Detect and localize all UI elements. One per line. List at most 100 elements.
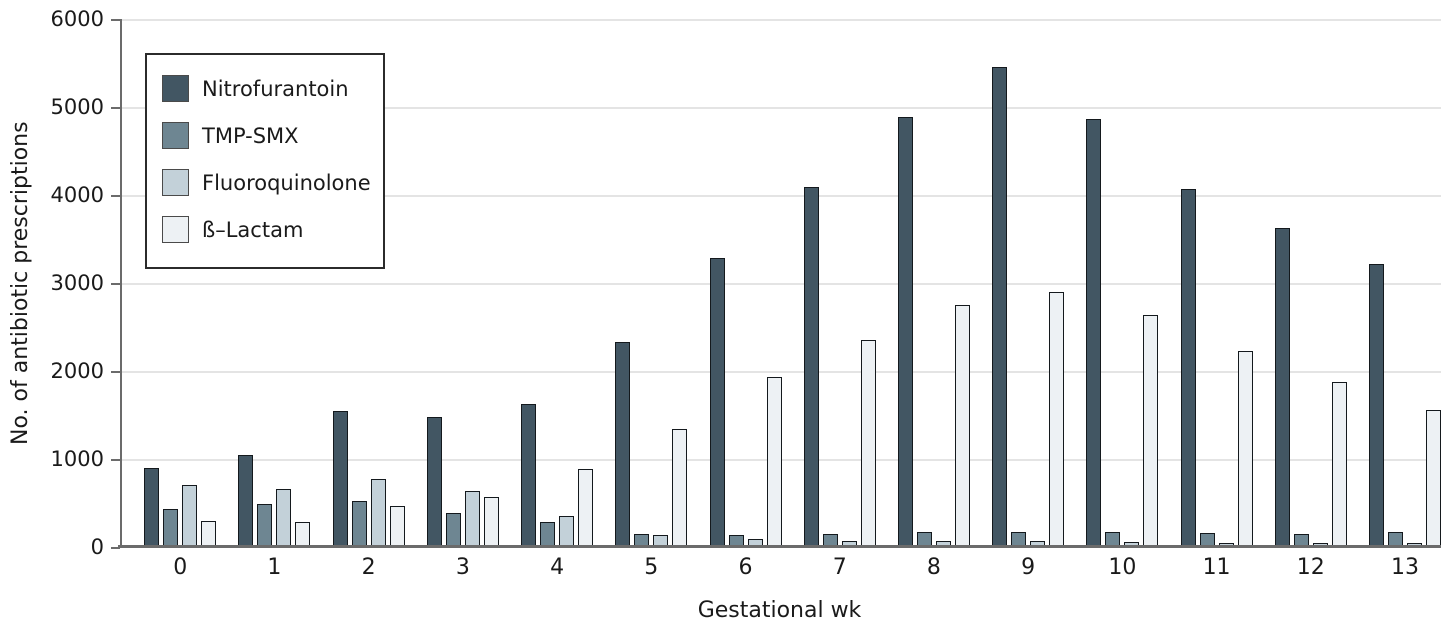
bar-tmp-smx-wk2: [351, 501, 367, 547]
bar-lactam-wk5: [672, 429, 688, 547]
legend-swatch-lactam: [162, 216, 189, 243]
legend-swatch-fluoroquinolone: [162, 169, 189, 196]
legend-box: Nitrofurantoin TMP-SMX Fluoroquinolone ß–La…: [145, 53, 385, 269]
legend-label-fluoroquinolone: Fluoroquinolone: [202, 170, 371, 195]
x-tick-label-1: 1: [267, 555, 282, 580]
bar-nitrofurantoin-wk10: [1086, 119, 1102, 547]
bar-fluoroquinolone-wk2: [370, 479, 386, 547]
legend-item-tmp-smx: TMP-SMX: [147, 112, 383, 159]
y-axis-title: No. of antibiotic prescriptions: [8, 121, 33, 445]
y-tick-label-4000: 4000: [50, 183, 104, 207]
bar-nitrofurantoin-wk0: [144, 467, 160, 547]
x-tick-label-4: 4: [550, 555, 565, 580]
bar-nitrofurantoin-wk2: [332, 410, 348, 547]
x-tick-label-10: 10: [1108, 555, 1137, 580]
bar-fluoroquinolone-wk9: [1030, 541, 1046, 547]
y-tick-label-0: 0: [90, 535, 104, 559]
legend-swatch-tmp-smx: [162, 122, 189, 149]
x-tick-label-3: 3: [455, 555, 470, 580]
x-tick-label-13: 13: [1391, 555, 1419, 580]
y-tick-label-3000: 3000: [50, 271, 104, 295]
y-tick-label-2000: 2000: [50, 359, 104, 383]
bar-tmp-smx-wk4: [540, 522, 556, 547]
legend-item-fluoroquinolone: Fluoroquinolone: [147, 159, 383, 206]
gridline-2000: [122, 371, 1441, 373]
bar-lactam-wk1: [295, 522, 311, 547]
bar-nitrofurantoin-wk1: [238, 454, 254, 547]
y-tick-mark-6000: [111, 19, 120, 21]
bar-nitrofurantoin-wk3: [426, 416, 442, 547]
bar-lactam-wk0: [201, 521, 217, 547]
legend-item-nitrofurantoin: Nitrofurantoin: [147, 65, 383, 112]
bar-fluoroquinolone-wk4: [559, 516, 575, 547]
y-tick-mark-2000: [111, 371, 120, 373]
x-axis-baseline: [118, 545, 1441, 548]
bar-fluoroquinolone-wk6: [747, 538, 763, 547]
bar-lactam-wk11: [1237, 350, 1253, 547]
gridline-1000: [122, 459, 1441, 461]
bar-tmp-smx-wk8: [916, 531, 932, 547]
x-tick-label-2: 2: [361, 555, 376, 580]
bar-nitrofurantoin-wk12: [1274, 228, 1290, 547]
bar-lactam-wk13: [1426, 409, 1441, 547]
bar-nitrofurantoin-wk5: [615, 341, 631, 547]
bar-lactam-wk6: [766, 377, 782, 547]
legend-swatch-nitrofurantoin: [162, 75, 189, 102]
y-tick-label-5000: 5000: [50, 95, 104, 119]
bar-tmp-smx-wk1: [257, 503, 273, 547]
bar-lactam-wk4: [578, 468, 594, 547]
bar-fluoroquinolone-wk10: [1124, 542, 1140, 547]
legend-label-tmp-smx: TMP-SMX: [202, 123, 299, 148]
x-tick-label-5: 5: [644, 555, 659, 580]
x-tick-label-9: 9: [1021, 555, 1036, 580]
bar-lactam-wk9: [1049, 291, 1065, 547]
bar-lactam-wk7: [860, 340, 876, 547]
x-tick-label-12: 12: [1296, 555, 1325, 580]
y-tick-label-1000: 1000: [50, 447, 104, 471]
bar-tmp-smx-wk5: [634, 533, 650, 547]
x-tick-label-6: 6: [738, 555, 753, 580]
bar-tmp-smx-wk6: [728, 534, 744, 547]
bar-nitrofurantoin-wk11: [1180, 188, 1196, 547]
bar-tmp-smx-wk11: [1199, 533, 1215, 547]
x-tick-label-7: 7: [832, 555, 847, 580]
bar-fluoroquinolone-wk8: [935, 540, 951, 547]
bar-lactam-wk2: [389, 505, 405, 547]
bar-lactam-wk8: [954, 305, 970, 547]
x-tick-label-0: 0: [173, 555, 188, 580]
plot-area: 0 1000 2000 3000 4000 5000 6000 0 1 2 3 4 5 6 7 8 9 10 11…: [51, 7, 1441, 580]
legend-label-nitrofurantoin: Nitrofurantoin: [202, 76, 349, 101]
bar-tmp-smx-wk13: [1388, 532, 1403, 547]
y-tick-label-6000: 6000: [50, 7, 104, 31]
x-tick-label-11: 11: [1202, 555, 1231, 580]
gridline-5000: [122, 107, 1441, 109]
bar-fluoroquinolone-wk5: [653, 535, 669, 547]
y-tick-mark-0: [111, 547, 120, 549]
bar-fluoroquinolone-wk7: [841, 540, 857, 547]
bar-tmp-smx-wk7: [822, 533, 838, 547]
bar-fluoroquinolone-wk1: [276, 488, 292, 547]
gridline-3000: [122, 283, 1441, 285]
bar-lactam-wk3: [483, 496, 499, 547]
bar-tmp-smx-wk3: [445, 512, 461, 547]
y-tick-mark-4000: [111, 195, 120, 197]
bar-nitrofurantoin-wk4: [521, 403, 537, 547]
y-tick-mark-1000: [111, 459, 120, 461]
x-tick-label-8: 8: [926, 555, 941, 580]
legend-item-lactam: ß–Lactam: [147, 206, 383, 253]
bar-lactam-wk10: [1143, 314, 1159, 547]
bar-nitrofurantoin-wk7: [803, 187, 819, 547]
bar-fluoroquinolone-wk0: [182, 484, 198, 547]
legend-label-lactam: ß–Lactam: [202, 217, 304, 242]
x-axis-title: Gestational wk: [697, 598, 862, 623]
y-tick-mark-3000: [111, 283, 120, 285]
bar-tmp-smx-wk12: [1293, 534, 1309, 547]
y-tick-mark-5000: [111, 107, 120, 109]
bar-nitrofurantoin-wk8: [897, 116, 913, 547]
bar-nitrofurantoin-wk6: [709, 258, 725, 547]
bar-fluoroquinolone-wk3: [464, 490, 480, 547]
bar-nitrofurantoin-wk9: [992, 66, 1008, 547]
gridline-4000: [122, 195, 1441, 197]
bar-nitrofurantoin-wk13: [1369, 263, 1384, 547]
